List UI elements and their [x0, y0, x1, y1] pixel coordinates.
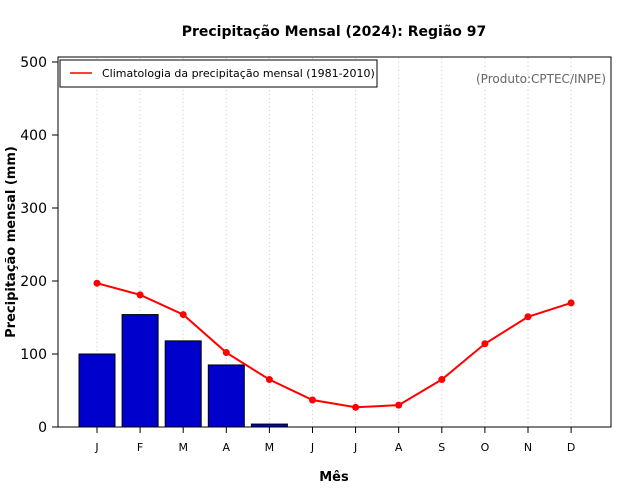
- grid-lines: [96, 58, 572, 426]
- line-point: [222, 349, 230, 357]
- y-axis: 0 100 200 300 400 500: [20, 55, 58, 436]
- x-tick-label: D: [567, 441, 575, 454]
- line-point: [93, 279, 101, 287]
- bar: [164, 340, 202, 428]
- climatology-line: [93, 279, 575, 411]
- line-point: [481, 340, 489, 348]
- bar: [78, 353, 116, 428]
- line-point: [438, 376, 446, 384]
- x-tick-label: A: [223, 441, 231, 454]
- legend: Climatologia da precipitação mensal (198…: [59, 59, 378, 88]
- line-point: [136, 291, 144, 299]
- y-tick-label: 100: [20, 347, 47, 363]
- chart-title: Precipitação Mensal (2024): Região 97: [182, 24, 487, 40]
- y-tick-label: 400: [20, 128, 47, 144]
- x-tick-label: J: [94, 441, 98, 454]
- line-point: [309, 396, 316, 404]
- bar: [121, 314, 159, 428]
- y-tick-label: 500: [20, 55, 47, 71]
- legend-box: [59, 59, 378, 88]
- x-tick-label: N: [524, 441, 532, 454]
- x-tick-label: J: [310, 441, 314, 454]
- line-point: [395, 401, 403, 409]
- line-point: [179, 311, 187, 319]
- x-axis-label: Mês: [319, 470, 349, 485]
- x-tick-label: A: [395, 441, 403, 454]
- line-point: [352, 403, 360, 411]
- product-credit: (Produto:CPTEC/INPE): [476, 72, 606, 86]
- line-point: [524, 313, 532, 321]
- x-tick-label: J: [353, 441, 357, 454]
- y-tick-label: 200: [20, 274, 47, 290]
- y-axis-label: Precipitação mensal (mm): [4, 146, 19, 338]
- line-point: [567, 299, 575, 307]
- x-tick-label: S: [438, 441, 445, 454]
- bar: [207, 364, 245, 428]
- legend-entry-climatology: Climatologia da precipitação mensal (198…: [102, 67, 375, 80]
- x-tick-label: F: [137, 441, 143, 454]
- x-tick-label: O: [481, 441, 490, 454]
- x-tick-label: M: [265, 441, 275, 454]
- plot-frame: [57, 56, 612, 428]
- line-path: [96, 282, 572, 409]
- x-tick-label: M: [178, 441, 188, 454]
- y-tick-label: 300: [20, 201, 47, 217]
- y-tick-label: 0: [38, 420, 47, 436]
- line-point: [265, 376, 273, 384]
